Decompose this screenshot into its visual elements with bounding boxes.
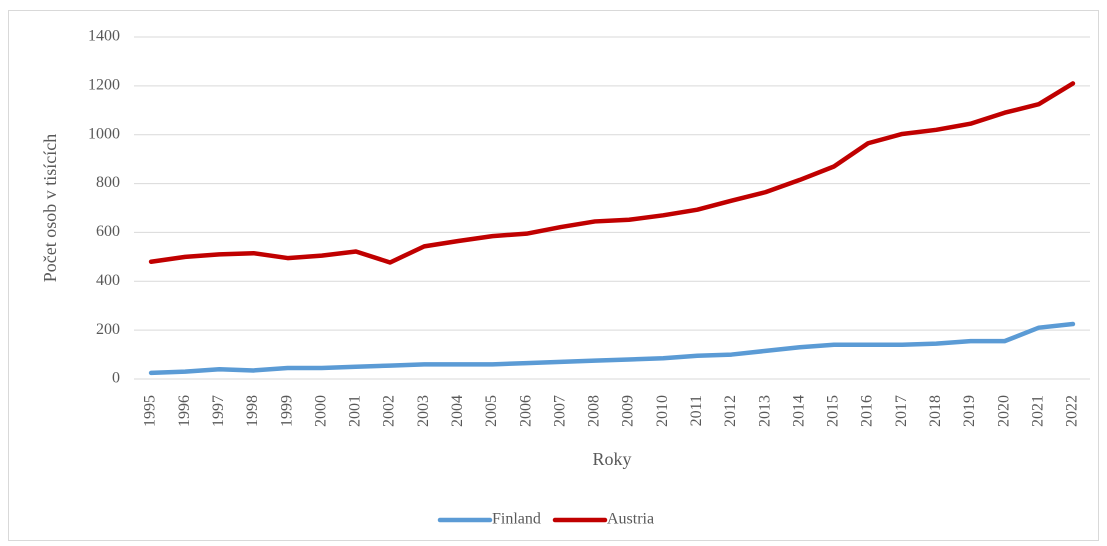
x-tick-label: 2013 xyxy=(756,395,773,427)
x-tick-label: 2020 xyxy=(995,395,1012,427)
x-tick-label: 2004 xyxy=(449,395,466,427)
x-tick-label: 2005 xyxy=(483,395,500,427)
x-tick-label: 1997 xyxy=(210,395,227,427)
x-tick-label: 1999 xyxy=(278,395,295,427)
x-tick-label: 2001 xyxy=(347,395,364,427)
x-tick-label: 2008 xyxy=(586,395,603,427)
y-tick-label: 1400 xyxy=(88,28,120,45)
y-tick-label: 600 xyxy=(96,223,120,240)
x-tick-label: 2000 xyxy=(312,395,329,427)
x-tick-label: 1995 xyxy=(142,395,159,427)
series-line xyxy=(148,81,1076,265)
legend-label: Austria xyxy=(607,511,654,528)
x-tick-label: 2010 xyxy=(654,395,671,427)
x-tick-label: 2015 xyxy=(825,395,842,427)
x-tick-label: 2021 xyxy=(1029,395,1046,427)
x-tick-label: 2006 xyxy=(517,395,534,427)
y-tick-label: 400 xyxy=(96,272,120,289)
y-tick-label: 800 xyxy=(96,174,120,191)
x-tick-label: 2011 xyxy=(688,395,705,426)
y-tick-label: 0 xyxy=(112,370,120,387)
x-axis-label: Roky xyxy=(592,449,631,469)
x-tick-label: 1998 xyxy=(244,395,261,427)
y-tick-label: 1000 xyxy=(88,125,120,142)
x-tick-label: 2003 xyxy=(415,395,432,427)
chart-frame xyxy=(8,10,1099,541)
x-tick-label: 2014 xyxy=(790,395,807,427)
x-tick-label: 2016 xyxy=(859,395,876,427)
x-tick-label: 2019 xyxy=(961,395,978,427)
x-tick-label: 2022 xyxy=(1064,395,1081,427)
x-tick-label: 2002 xyxy=(381,395,398,427)
x-tick-label: 1996 xyxy=(176,395,193,427)
x-tick-label: 2007 xyxy=(551,395,568,427)
x-tick-label: 2017 xyxy=(893,395,910,427)
y-tick-label: 1200 xyxy=(88,77,120,94)
y-axis-label: Počet osob v tisících xyxy=(40,134,60,282)
series-line xyxy=(148,321,1076,376)
x-tick-label: 2018 xyxy=(927,395,944,427)
x-tick-label: 2009 xyxy=(620,395,637,427)
x-tick-label: 2012 xyxy=(722,395,739,427)
y-tick-label: 200 xyxy=(96,321,120,338)
legend-label: Finland xyxy=(492,511,541,528)
